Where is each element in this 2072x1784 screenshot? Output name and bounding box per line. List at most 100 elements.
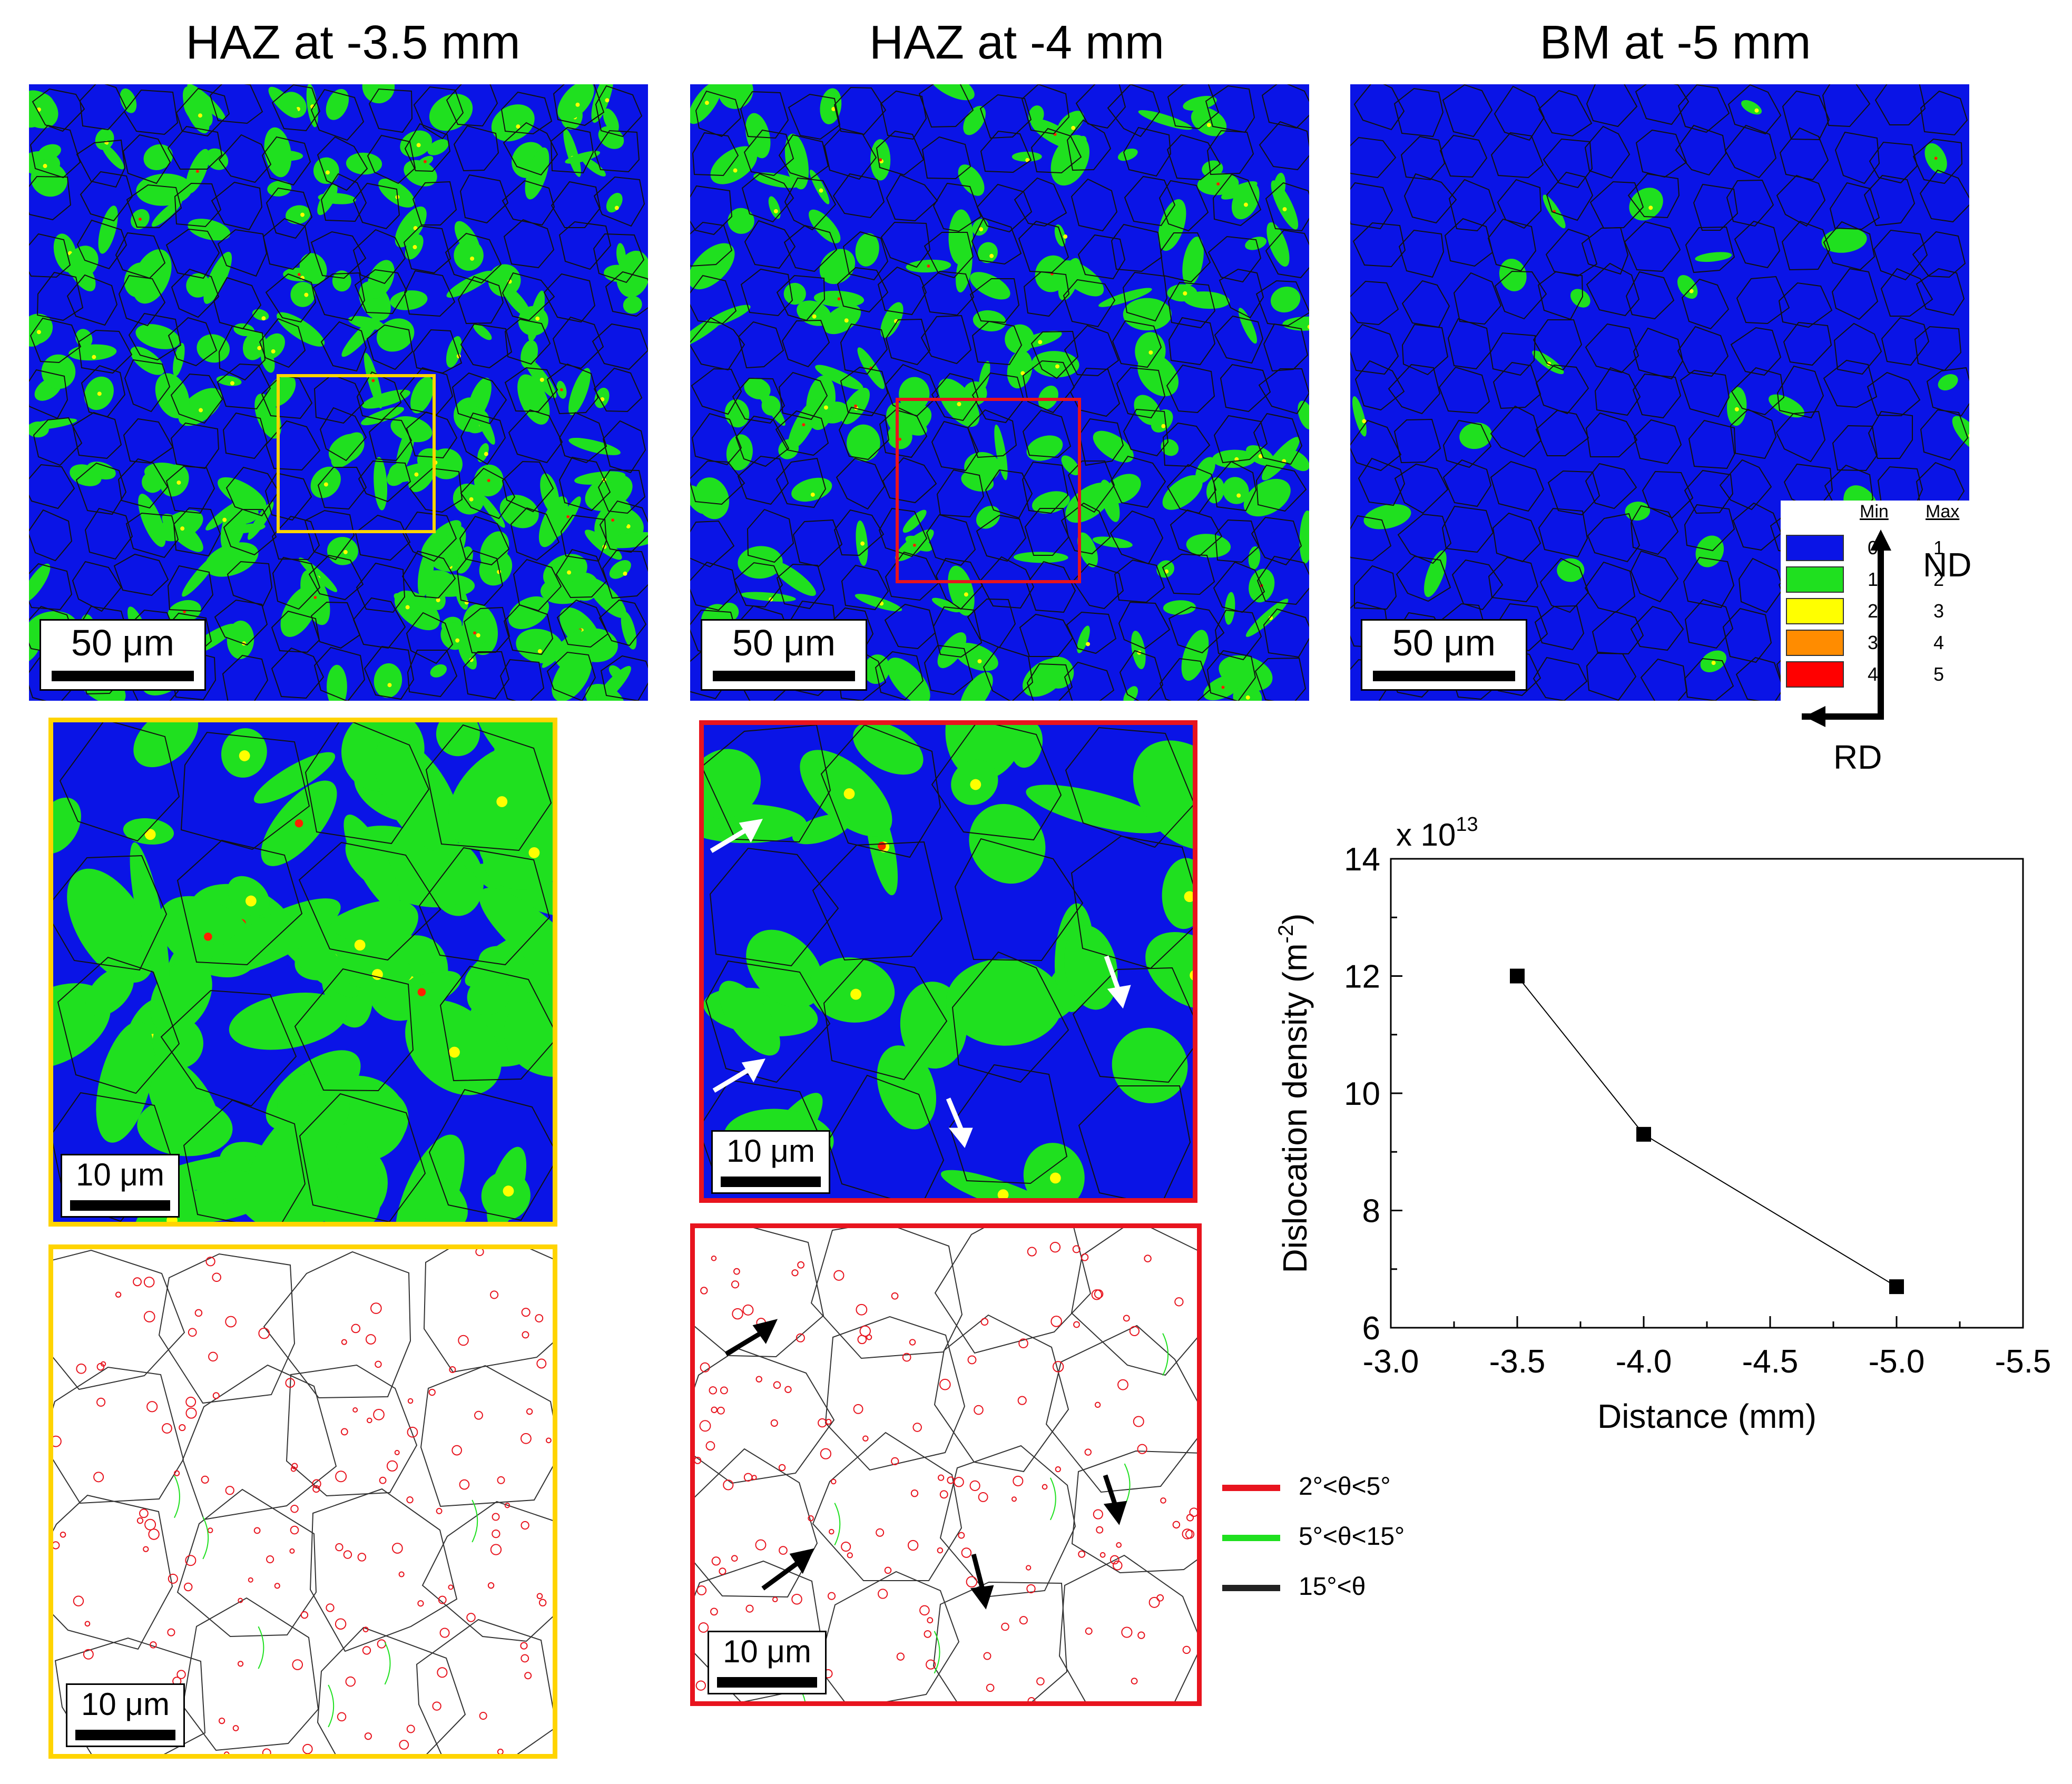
grain-boundary [1490,132,1544,179]
grain-boundary [1453,272,1502,325]
grain-boundary [1724,124,1777,179]
kam-green-patch [326,89,349,120]
kam-green-patch [417,548,434,597]
low-angle-boundary [1036,1677,1045,1685]
grain-boundary [1545,228,1598,277]
grain-boundary [352,229,406,285]
low-angle-boundary [373,1408,385,1420]
kam-yellow-spot [343,550,348,554]
legend-min-value: 3 [1868,632,1879,653]
kam-green-patch [705,305,751,327]
kam-green-patch [446,270,493,298]
kam-green-patch [479,550,513,586]
y-axis-label-end: ) [1276,914,1314,925]
grain-boundary [1022,360,1075,414]
grain-boundary [737,455,789,505]
grain-boundary [1685,226,1735,273]
kam-yellow-spot [1282,207,1287,212]
kam-red-spot [927,264,930,268]
grain-boundary [1684,658,1734,701]
low-angle-boundary [302,1743,313,1754]
y-axis-label-sup: -2 [1274,925,1298,944]
legend-swatch [1786,598,1844,624]
kam-green-patch [502,285,531,318]
low-angle-boundary [1085,1627,1093,1635]
medium-angle-boundary [258,1626,264,1669]
kam-yellow-spot [36,330,41,335]
kam-red-spot [138,217,142,221]
grain-boundary [832,173,885,219]
low-angle-boundary [699,1420,711,1432]
grain-boundary [1492,512,1541,563]
y-axis-label-main: Dislocation density (m [1276,943,1314,1273]
grain-boundary [880,221,931,268]
low-angle-boundary [1017,1396,1027,1405]
grain-boundary [1731,367,1785,416]
nd-label: ND [1923,546,1972,584]
grain-boundary [1159,658,1211,701]
low-angle-boundary [458,1335,469,1346]
low-angle-boundary [335,1471,347,1483]
medium-angle-boundary [472,1499,478,1543]
grain-boundary [1535,364,1589,415]
grain-boundary [310,89,365,141]
kam-green-patch [1133,740,1193,850]
grain-boundary [558,411,607,464]
low-angle-boundary [1093,1509,1103,1520]
grain-boundary [593,367,643,413]
low-angle-boundary [362,1646,371,1655]
grain-boundary [261,136,311,186]
scale-bar-label: 10 μm [76,1157,164,1192]
low-angle-boundary [1137,1444,1147,1454]
kam-green-patch [902,509,927,533]
grain-boundary [367,134,416,184]
kam-green-patch [299,557,338,592]
grain-boundary [842,231,889,281]
low-angle-boundary [716,1406,725,1415]
grain-boundary [783,224,838,272]
kam-yellow-spot [844,318,849,323]
kam-green-patch [264,127,292,178]
low-angle-boundary [731,1280,740,1289]
grain-boundary [1393,87,1444,138]
grain-boundary [781,319,830,368]
grain-boundary [546,651,596,701]
kam-yellow-spot [1049,1172,1061,1184]
grain-boundary [261,375,313,419]
grain-boundary [32,88,85,132]
grain-boundary [1727,84,1782,135]
kam-green-patch [1245,599,1289,637]
grain-boundary [1633,419,1682,465]
kam-green-patch [1013,552,1068,563]
grain-boundary [1627,173,1680,219]
kam-green-patch [877,1045,937,1130]
kam-green-patch [38,144,61,160]
grain-boundary [1220,364,1271,413]
grain-boundary [167,125,223,170]
kam-red-spot [566,515,570,518]
kam-yellow-spot [414,472,419,477]
low-angle-boundary [1117,1379,1128,1390]
kam-green-patch [374,737,461,852]
kam-green-patch [820,88,842,124]
grain-boundary [1030,330,1079,379]
kam-yellow-spot [1754,108,1759,113]
kam-green-patch [609,560,631,579]
legend-row: 3 4 [1781,630,1970,656]
legend-swatch [1786,566,1844,593]
low-angle-boundary [341,1339,347,1345]
low-angle-boundary [797,1261,805,1269]
grain-boundary [310,601,361,649]
kam-green-patch [574,471,626,485]
grain-boundary [1632,373,1682,419]
kam-green-patch [1023,658,1067,697]
low-angle-boundary [312,1479,321,1488]
grain-boundary [1683,556,1735,609]
grain-boundary [1060,502,1111,555]
kam-green-patch [1266,222,1290,267]
x-tick-label: -3.5 [1489,1344,1546,1380]
kam-red-spot [559,388,563,391]
kam-green-patch [563,129,581,177]
low-angle-boundary [521,1521,529,1530]
grain-boundary [1350,280,1399,326]
